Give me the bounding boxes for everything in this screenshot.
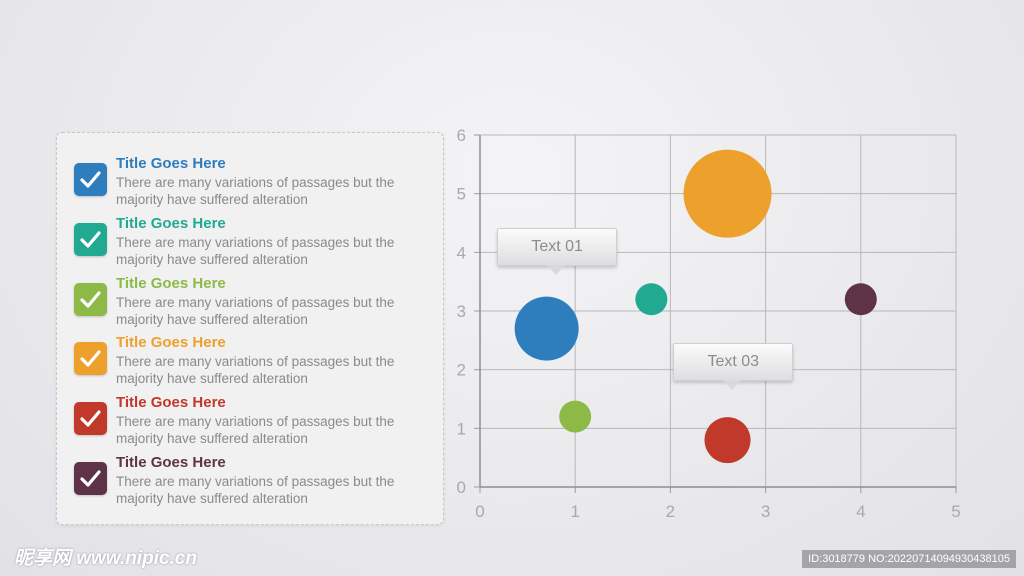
callout-pointer	[723, 379, 742, 390]
bubble-point	[704, 417, 751, 464]
callout-label: Text 03	[673, 342, 794, 381]
watermark-right: ID:3018779 NO:20220714094930438105	[802, 550, 1016, 568]
legend-item: Title Goes Here There are many variation…	[74, 155, 434, 211]
item-description: There are many variations of passages bu…	[116, 474, 395, 506]
checkbox-icon[interactable]	[74, 283, 107, 316]
legend-item: Title Goes Here There are many variation…	[74, 215, 434, 271]
item-description: There are many variations of passages bu…	[116, 414, 395, 446]
legend-item: Title Goes Here There are many variation…	[74, 275, 434, 331]
checkmark-icon	[80, 291, 101, 308]
item-title: Title Goes Here	[116, 334, 226, 351]
checkmark-icon	[80, 470, 101, 487]
legend-panel: Title Goes Here There are many variation…	[56, 132, 444, 525]
legend-item: Title Goes Here There are many variation…	[74, 394, 434, 450]
x-tick-label: 1	[570, 502, 579, 521]
y-tick-label: 6	[457, 126, 466, 145]
callout-pointer	[547, 265, 566, 276]
y-tick-label: 0	[457, 478, 466, 497]
checkmark-icon	[80, 231, 101, 248]
y-tick-label: 3	[457, 302, 466, 321]
y-tick-label: 4	[457, 243, 466, 262]
checkmark-icon	[80, 171, 101, 188]
bubble-point	[683, 149, 772, 238]
bubble-point	[844, 283, 877, 316]
bubble-point	[635, 283, 668, 316]
y-tick-label: 5	[457, 185, 466, 204]
legend-item: Title Goes Here There are many variation…	[74, 334, 434, 390]
checkmark-icon	[80, 350, 101, 367]
item-description: There are many variations of passages bu…	[116, 354, 395, 386]
checkbox-icon[interactable]	[74, 402, 107, 435]
legend-item: Title Goes Here There are many variation…	[74, 454, 434, 510]
x-tick-label: 0	[475, 502, 484, 521]
checkbox-icon[interactable]	[74, 342, 107, 375]
x-tick-label: 2	[666, 502, 675, 521]
watermark-left: 昵享网 www.nipic.cn	[14, 548, 197, 569]
checkbox-icon[interactable]	[74, 223, 107, 256]
bubble-point	[514, 296, 579, 361]
item-description: There are many variations of passages bu…	[116, 295, 395, 327]
x-tick-label: 4	[856, 502, 865, 521]
bubble-point	[559, 400, 592, 433]
checkbox-icon[interactable]	[74, 163, 107, 196]
item-title: Title Goes Here	[116, 155, 226, 172]
item-title: Title Goes Here	[116, 454, 226, 471]
callout-label: Text 01	[497, 228, 618, 267]
item-description: There are many variations of passages bu…	[116, 235, 395, 267]
x-tick-label: 5	[951, 502, 960, 521]
item-title: Title Goes Here	[116, 215, 226, 232]
item-title: Title Goes Here	[116, 275, 226, 292]
checkbox-icon[interactable]	[74, 462, 107, 495]
y-tick-label: 2	[457, 361, 466, 380]
item-title: Title Goes Here	[116, 394, 226, 411]
y-tick-label: 1	[457, 419, 466, 438]
item-description: There are many variations of passages bu…	[116, 175, 395, 207]
x-tick-label: 3	[761, 502, 770, 521]
checkmark-icon	[80, 410, 101, 427]
